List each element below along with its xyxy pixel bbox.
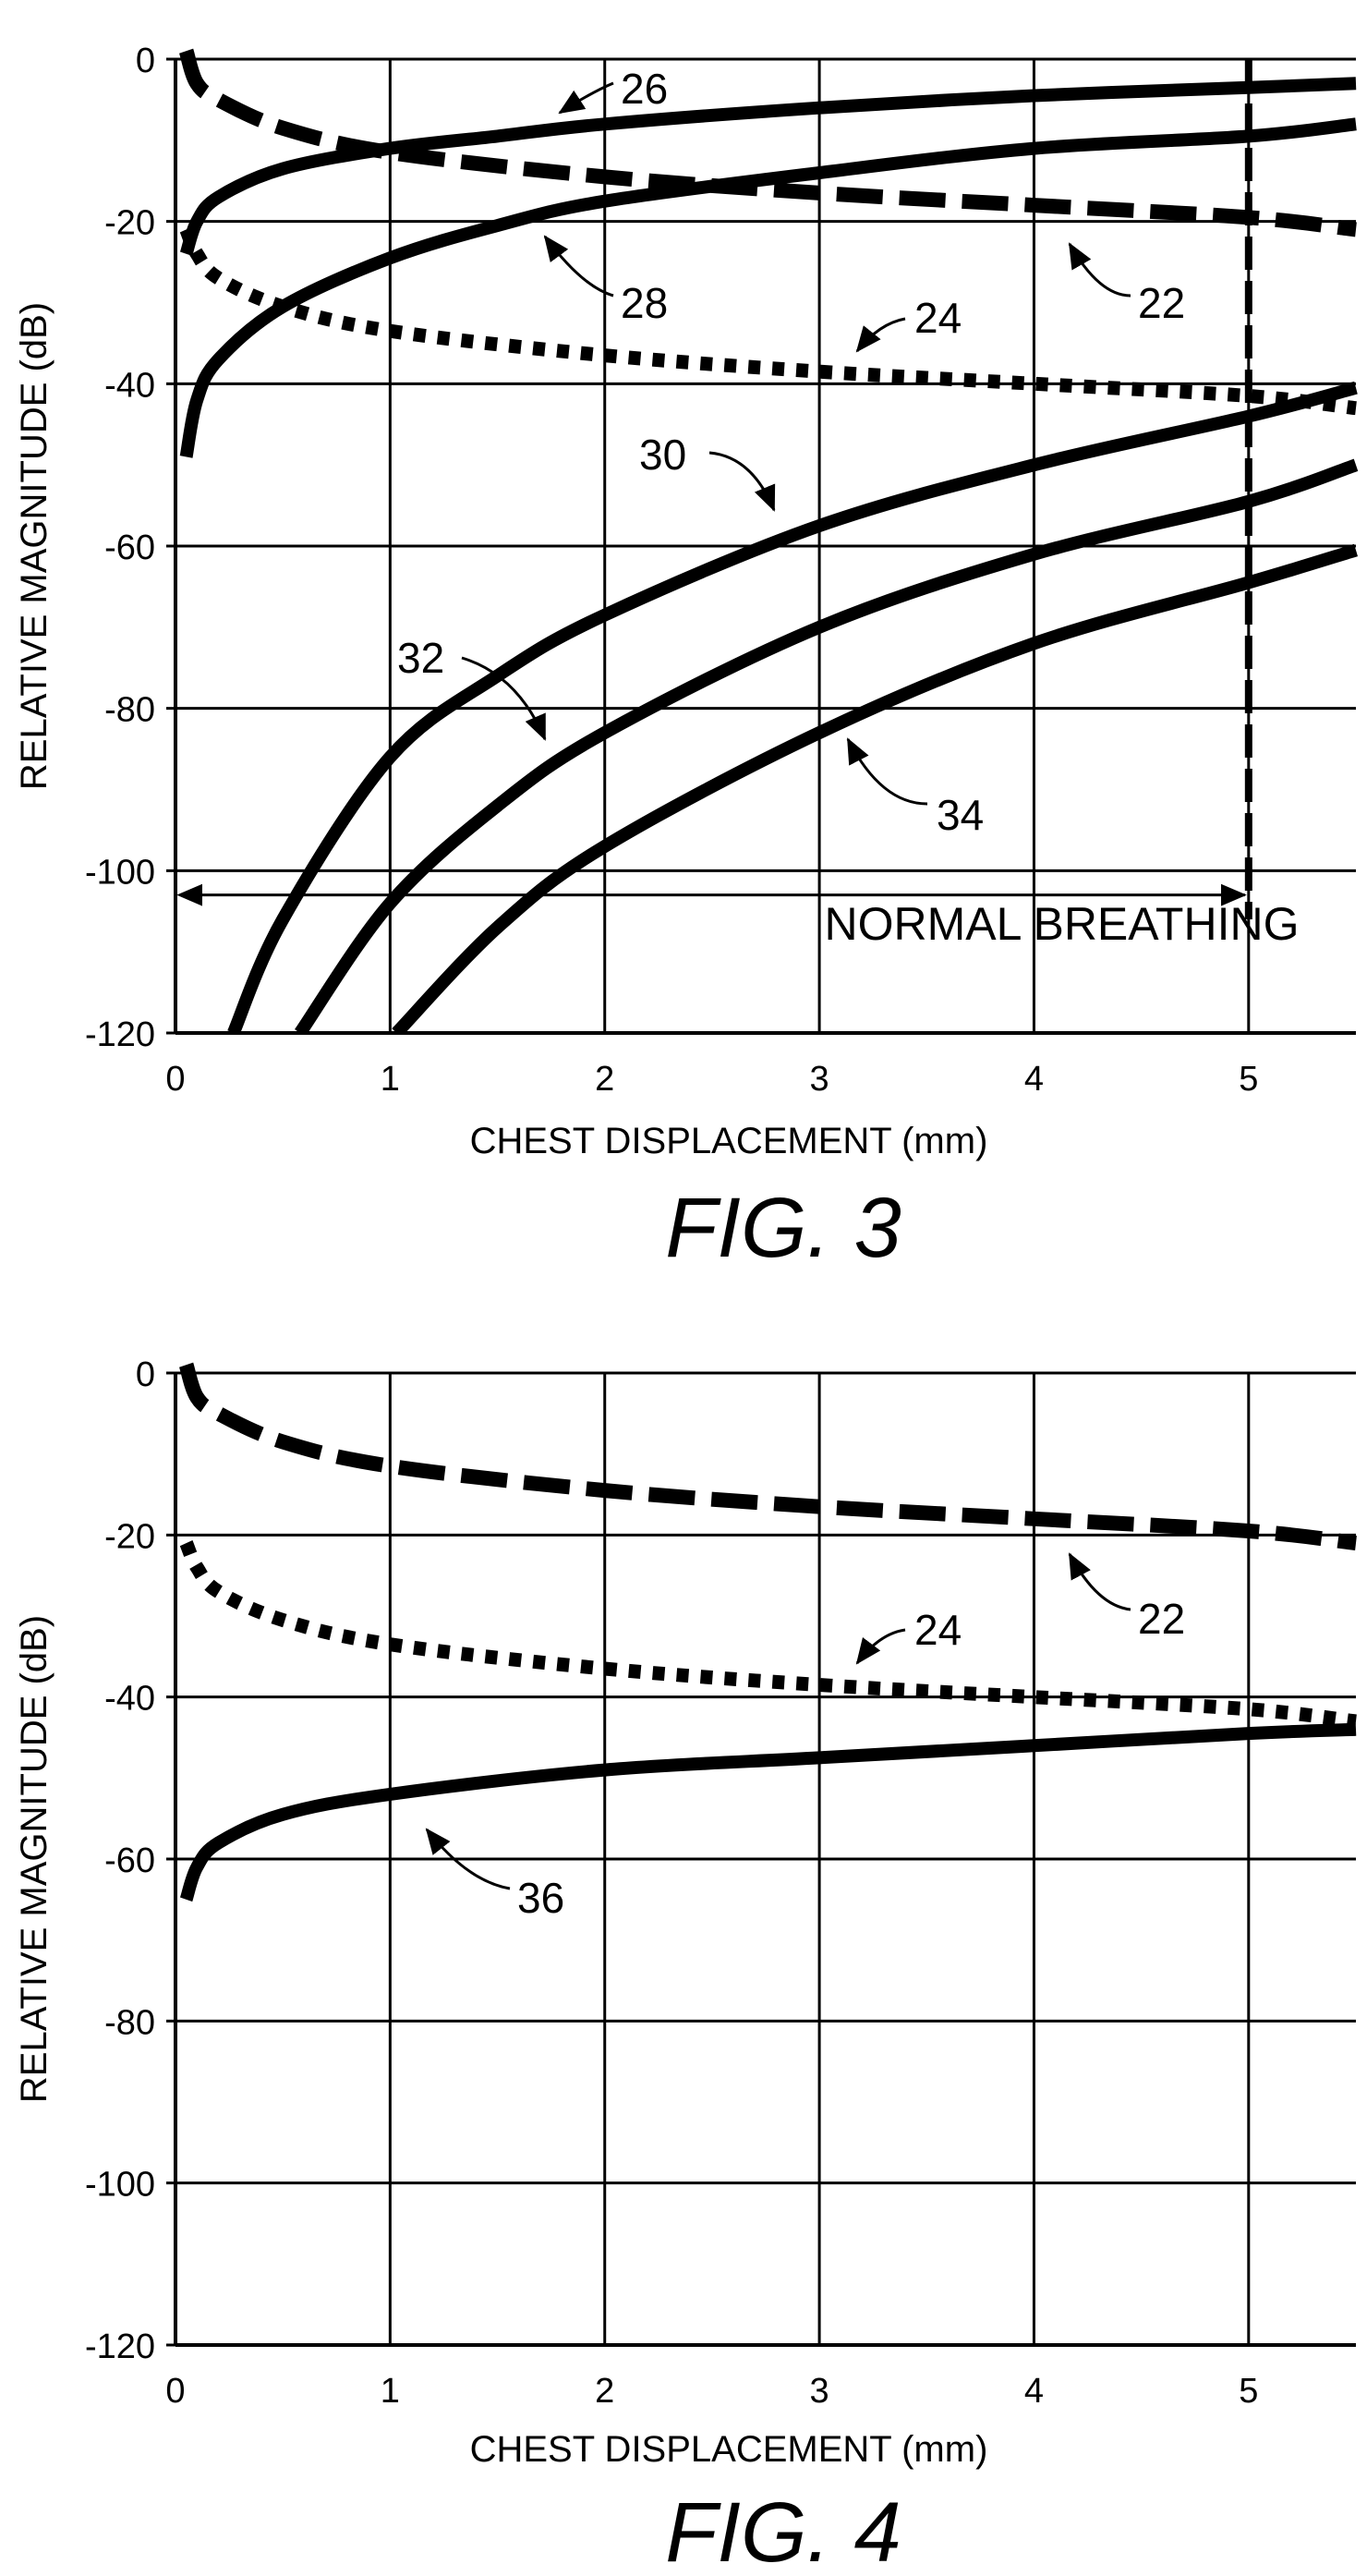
y-tick-label: 0 [136, 42, 155, 80]
y-axis-title: RELATIVE MAGNITUDE (dB) [14, 302, 54, 790]
x-axis-title: CHEST DISPLACEMENT (mm) [470, 2429, 988, 2470]
reference-arrow-30 [708, 451, 776, 512]
y-tick-label: -80 [104, 691, 155, 730]
series-line-22 [178, 1362, 1357, 1551]
reference-label-24: 24 [914, 294, 962, 342]
y-tick-label: -60 [104, 529, 155, 567]
reference-label-22: 22 [1138, 1595, 1185, 1643]
reference-label-32: 32 [397, 634, 444, 682]
reference-arrow-26 [558, 81, 614, 115]
x-tick-label: 1 [381, 2372, 400, 2411]
reference-label-28: 28 [621, 279, 668, 327]
chart-2: 0 1 2 3 4 5 0 -20 -40 -60 -80 -100 -120 22 24 36 CHEST D… [14, 1355, 1357, 2576]
x-tick-label: 3 [810, 2372, 829, 2411]
series-line-36 [179, 1722, 1357, 1902]
x-tick-label: 4 [1024, 2372, 1044, 2411]
figure-label: FIG. 3 [665, 1181, 901, 1275]
y-tick-label: -40 [104, 1680, 155, 1719]
series-group [178, 48, 1359, 1033]
reference-arrow-22 [1068, 242, 1131, 298]
series-line-30 [227, 381, 1358, 1033]
reference-arrow-36 [425, 1828, 511, 1890]
reference-label-36: 36 [517, 1874, 564, 1922]
x-tick-label: 5 [1239, 1060, 1258, 1099]
reference-label-26: 26 [621, 65, 668, 113]
series-line-22 [178, 48, 1357, 237]
y-tick-label: -100 [85, 2166, 155, 2205]
reference-label-24: 24 [914, 1606, 962, 1654]
x-tick-label: 3 [810, 1060, 829, 1099]
x-tick-label: 2 [595, 2372, 614, 2411]
y-tick-label: -40 [104, 366, 155, 405]
reference-label-30: 30 [639, 431, 686, 479]
series-line-28 [179, 117, 1357, 458]
reference-arrow-34 [846, 737, 928, 806]
y-tick-label: -20 [104, 1517, 155, 1556]
y-tick-label: -80 [104, 2003, 155, 2042]
y-tick-label: -120 [85, 1015, 155, 1054]
x-tick-label: 4 [1024, 1060, 1044, 1099]
y-tick-label: 0 [136, 1355, 155, 1394]
y-tick-label: -100 [85, 853, 155, 892]
reference-arrow-22 [1068, 1552, 1131, 1611]
reference-label-34: 34 [937, 791, 984, 839]
figure-label: FIG. 4 [665, 2485, 901, 2576]
x-tick-label: 0 [165, 1060, 185, 1099]
series-group [178, 1362, 1357, 1902]
reference-label-22: 22 [1138, 279, 1185, 327]
series-line-26 [179, 77, 1357, 257]
reference-arrow-32 [461, 656, 547, 741]
y-tick-label: -20 [104, 204, 155, 243]
x-tick-label: 2 [595, 1060, 614, 1099]
series-line-34 [392, 543, 1359, 1033]
y-tick-label: -60 [104, 1841, 155, 1880]
reference-arrow-28 [543, 235, 614, 298]
y-axis-title: RELATIVE MAGNITUDE (dB) [14, 1615, 54, 2103]
x-tick-label: 1 [381, 1060, 400, 1099]
x-axis-title: CHEST DISPLACEMENT (mm) [470, 1121, 988, 1161]
chart-1: 0 1 2 3 4 50-20-40-60-80-100-1202224262830323… [14, 42, 1359, 1275]
x-tick-label: 5 [1239, 2372, 1258, 2411]
x-tick-label: 0 [165, 2372, 185, 2411]
reference-arrow-24 [855, 1628, 906, 1665]
reference-arrow-24 [855, 317, 906, 353]
normal-breathing-label: NORMAL BREATHING [825, 898, 1300, 950]
y-tick-label: -120 [85, 2327, 155, 2366]
